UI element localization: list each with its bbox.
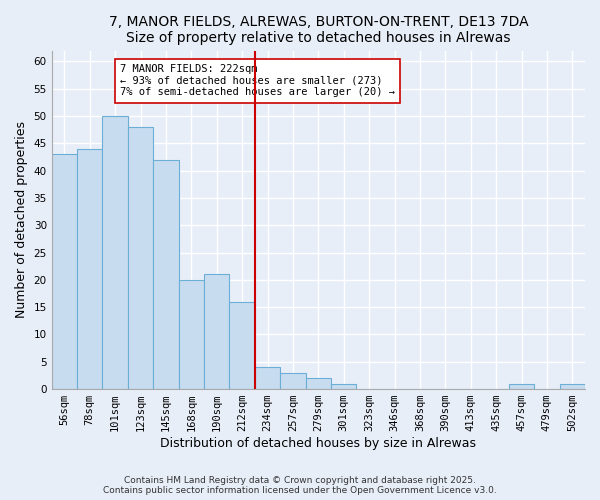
Bar [229, 302, 255, 389]
Y-axis label: Number of detached properties: Number of detached properties [15, 122, 28, 318]
Bar [52, 154, 77, 389]
Bar [560, 384, 585, 389]
Text: Contains HM Land Registry data © Crown copyright and database right 2025.
Contai: Contains HM Land Registry data © Crown c… [103, 476, 497, 495]
Bar [103, 116, 128, 389]
Bar [255, 367, 280, 389]
Bar [280, 372, 305, 389]
Title: 7, MANOR FIELDS, ALREWAS, BURTON-ON-TRENT, DE13 7DA
Size of property relative to: 7, MANOR FIELDS, ALREWAS, BURTON-ON-TREN… [109, 15, 528, 45]
Bar [509, 384, 534, 389]
Bar [179, 280, 204, 389]
Bar [305, 378, 331, 389]
X-axis label: Distribution of detached houses by size in Alrewas: Distribution of detached houses by size … [160, 437, 476, 450]
Bar [128, 127, 153, 389]
Bar [204, 274, 229, 389]
Bar [77, 149, 103, 389]
Bar [153, 160, 179, 389]
Text: 7 MANOR FIELDS: 222sqm
← 93% of detached houses are smaller (273)
7% of semi-det: 7 MANOR FIELDS: 222sqm ← 93% of detached… [120, 64, 395, 98]
Bar [331, 384, 356, 389]
